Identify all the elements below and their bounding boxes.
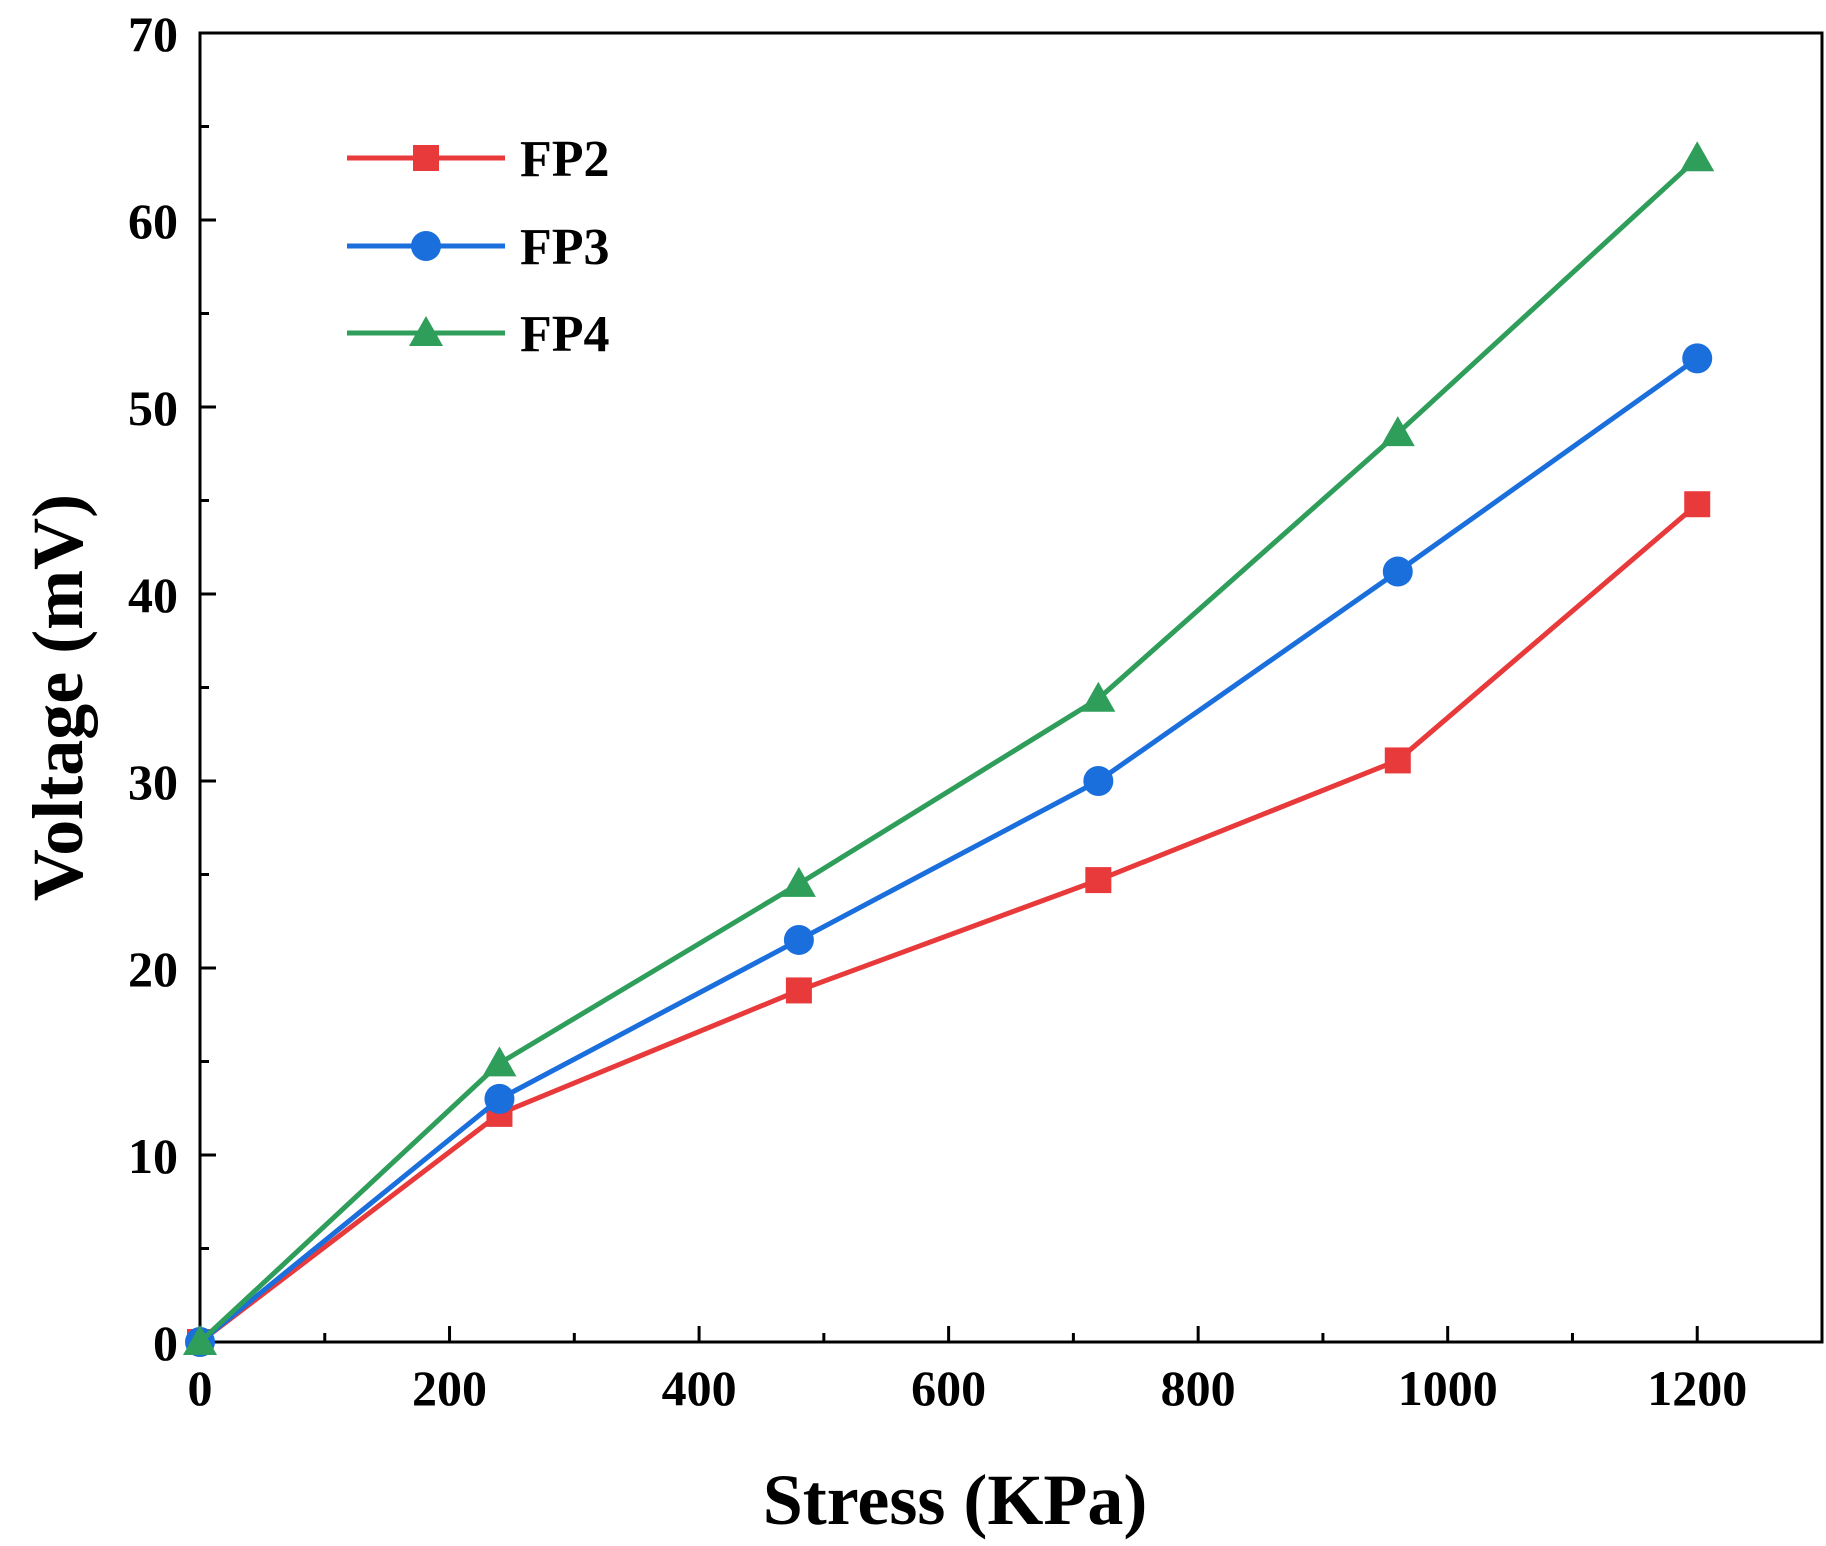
legend-label-fp2: FP2	[520, 131, 610, 188]
data-point-fp2	[785, 977, 812, 1004]
x-tick-label: 1200	[1647, 1360, 1747, 1416]
series-line-fp3	[198, 356, 1699, 1344]
x-tick-label: 1000	[1398, 1360, 1498, 1416]
series-fp3	[185, 343, 1713, 1357]
series-fp4	[183, 141, 1715, 1355]
data-point-fp4	[482, 1046, 517, 1077]
y-tick-label: 20	[128, 941, 178, 997]
legend-marker-fp2	[413, 145, 439, 171]
x-tick-label: 0	[188, 1360, 213, 1416]
x-tick-label: 800	[1161, 1360, 1236, 1416]
legend-item-fp3: FP3	[347, 219, 610, 276]
legend-marker-fp3	[411, 231, 441, 261]
legend-label-fp3: FP3	[520, 219, 610, 276]
data-point-fp2	[1085, 867, 1112, 894]
series-line-fp4	[198, 156, 1699, 1344]
tick-labels: 0 200 400 600 800 1000 1200 0 10 20 30 40 50 60 70	[128, 6, 1747, 1416]
data-point-fp4	[781, 866, 816, 897]
y-tick-label: 30	[128, 754, 178, 810]
y-tick-label: 60	[128, 193, 178, 249]
data-point-fp3	[783, 924, 814, 955]
y-tick-label: 50	[128, 380, 178, 436]
plot-frame	[198, 31, 1824, 1344]
y-tick-label: 40	[128, 567, 178, 623]
legend-marker-fp4	[409, 316, 443, 346]
tick-marks	[198, 31, 1699, 1344]
x-tick-label: 400	[662, 1360, 737, 1416]
series-line-fp2	[198, 502, 1699, 1344]
x-tick-label: 200	[412, 1360, 487, 1416]
y-axis-title: Voltage (mV)	[18, 494, 98, 901]
data-point-fp3	[1682, 343, 1713, 374]
data-point-fp3	[1382, 556, 1413, 587]
data-point-fp3	[1083, 766, 1114, 796]
data-point-fp4	[1380, 416, 1415, 447]
y-tick-label: 70	[128, 6, 178, 62]
data-point-fp4	[183, 1325, 217, 1355]
series-fp2	[187, 491, 1711, 1355]
data-point-fp4	[1081, 681, 1116, 712]
data-point-fp2	[1384, 747, 1411, 774]
legend: FP2 FP3 FP4	[347, 131, 610, 363]
legend-label-fp4: FP4	[520, 306, 610, 363]
legend-item-fp2: FP2	[347, 131, 610, 188]
data-point-fp3	[484, 1083, 515, 1114]
data-point-fp4	[1680, 141, 1715, 172]
x-axis-title: Stress (KPa)	[763, 1460, 1148, 1540]
data-point-fp2	[1684, 491, 1711, 518]
series-layer	[183, 141, 1715, 1357]
x-tick-label: 600	[911, 1360, 986, 1416]
y-tick-label: 0	[153, 1315, 178, 1371]
y-tick-label: 10	[128, 1128, 178, 1184]
legend-item-fp4: FP4	[347, 306, 610, 363]
